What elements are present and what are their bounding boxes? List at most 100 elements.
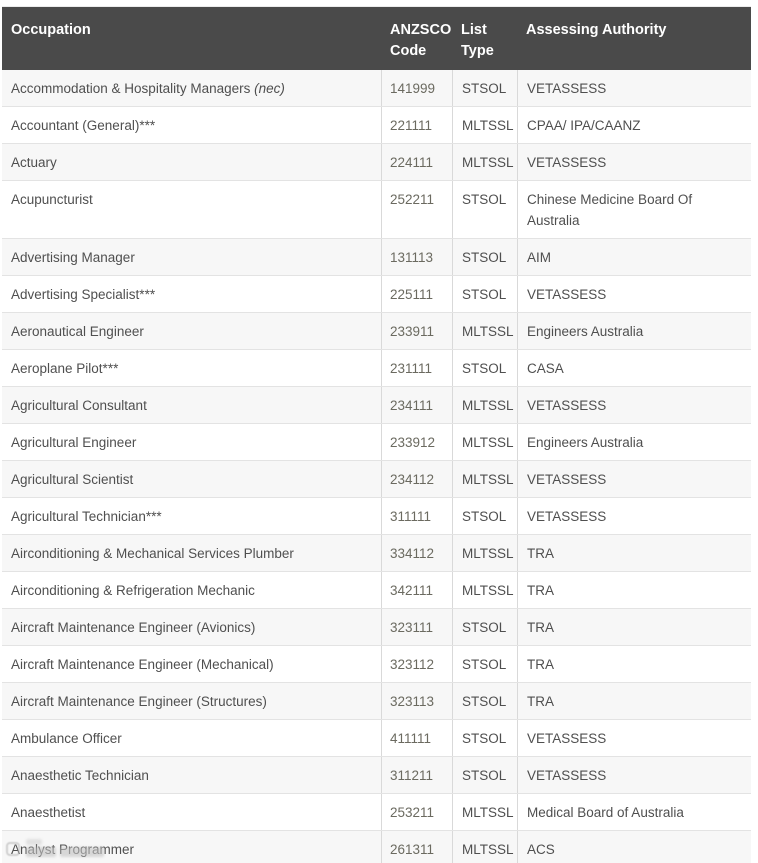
cell-assessing-authority: VETASSESS	[517, 720, 751, 756]
cell-anzsco-code: 224111	[381, 144, 452, 180]
table-row: Ambulance Officer 411111 STSOL VETASSESS	[2, 720, 751, 757]
column-header-anzsco-code: ANZSCO Code	[390, 22, 452, 59]
cell-list-type: STSOL	[452, 498, 517, 534]
cell-anzsco-code: 252211	[381, 181, 452, 238]
cell-occupation: Aeronautical Engineer	[11, 324, 144, 339]
table-row: Acupuncturist 252211 STSOL Chinese Medicine…	[2, 181, 751, 239]
cell-assessing-authority: TRA	[517, 646, 751, 682]
cell-list-type: MLTSSL	[452, 107, 517, 143]
cell-assessing-authority: TRA	[517, 683, 751, 719]
table-row: Aircraft Maintenance Engineer (Avionics)…	[2, 609, 751, 646]
table-row: Advertising Manager 131113 STSOL AIM	[2, 239, 751, 276]
cell-list-type: STSOL	[452, 181, 517, 238]
cell-occupation: Analyst Programmer	[11, 842, 135, 857]
cell-assessing-authority: TRA	[517, 609, 751, 645]
cell-list-type: STSOL	[452, 757, 517, 793]
cell-anzsco-code: 411111	[381, 720, 452, 756]
cell-anzsco-code: 261311	[381, 831, 452, 863]
cell-occupation: Accommodation & Hospitality Managers (ne…	[11, 81, 285, 96]
column-header-list-type: List Type	[461, 22, 494, 59]
cell-occupation: Anaesthetic Technician	[11, 768, 149, 783]
table-row: Agricultural Technician*** 311111 STSOL VET…	[2, 498, 751, 535]
cell-list-type: STSOL	[452, 276, 517, 312]
cell-occupation: Airconditioning & Mechanical Services Pl…	[11, 546, 294, 561]
table-row: Agricultural Consultant 234111 MLTSSL VETAS…	[2, 387, 751, 424]
cell-occupation: Agricultural Consultant	[11, 398, 147, 413]
cell-anzsco-code: 131113	[381, 239, 452, 275]
table-row: Analyst Programmer 261311 MLTSSL ACS	[2, 831, 751, 863]
cell-occupation: Advertising Specialist***	[11, 287, 156, 302]
table-row: Actuary 224111 MLTSSL VETASSESS	[2, 144, 751, 181]
cell-occupation: Acupuncturist	[11, 192, 93, 207]
cell-occupation: Aircraft Maintenance Engineer (Structure…	[11, 694, 267, 709]
cell-list-type: MLTSSL	[452, 831, 517, 863]
table-row: Agricultural Engineer 233912 MLTSSL Enginee…	[2, 424, 751, 461]
cell-anzsco-code: 323112	[381, 646, 452, 682]
cell-anzsco-code: 253211	[381, 794, 452, 830]
cell-anzsco-code: 231111	[381, 350, 452, 386]
cell-assessing-authority: ACS	[517, 831, 751, 863]
cell-occupation: Advertising Manager	[11, 250, 135, 265]
cell-assessing-authority: Medical Board of Australia	[517, 794, 751, 830]
cell-assessing-authority: CPAA/ IPA/CAANZ	[517, 107, 751, 143]
cell-assessing-authority: TRA	[517, 572, 751, 608]
table-row: Airconditioning & Refrigeration Mechanic…	[2, 572, 751, 609]
table-row: Agricultural Scientist 234112 MLTSSL VETASS…	[2, 461, 751, 498]
column-header-occupation: Occupation	[11, 22, 91, 38]
cell-list-type: STSOL	[452, 239, 517, 275]
column-header-assessing-authority: Assessing Authority	[526, 22, 667, 38]
cell-occupation: Actuary	[11, 155, 57, 170]
cell-anzsco-code: 323111	[381, 609, 452, 645]
cell-anzsco-code: 234112	[381, 461, 452, 497]
cell-occupation: Anaesthetist	[11, 805, 86, 820]
cell-assessing-authority: Engineers Australia	[517, 313, 751, 349]
cell-list-type: MLTSSL	[452, 313, 517, 349]
table-row: Aircraft Maintenance Engineer (Structure…	[2, 683, 751, 720]
table-header-row: Occupation ANZSCO Code List Type Assessi…	[2, 7, 751, 70]
table-row: Aircraft Maintenance Engineer (Mechanica…	[2, 646, 751, 683]
cell-list-type: MLTSSL	[452, 144, 517, 180]
cell-list-type: MLTSSL	[452, 424, 517, 460]
cell-anzsco-code: 233912	[381, 424, 452, 460]
cell-occupation: Accountant (General)***	[11, 118, 156, 133]
cell-occupation: Aircraft Maintenance Engineer (Mechanica…	[11, 657, 274, 672]
table-row: Anaesthetic Technician 311211 STSOL VETASSE…	[2, 757, 751, 794]
cell-anzsco-code: 323113	[381, 683, 452, 719]
cell-list-type: MLTSSL	[452, 461, 517, 497]
table-row: Anaesthetist 253211 MLTSSL Medical Board of…	[2, 794, 751, 831]
cell-anzsco-code: 233911	[381, 313, 452, 349]
table-row: Aeroplane Pilot*** 231111 STSOL CASA	[2, 350, 751, 387]
cell-anzsco-code: 221111	[381, 107, 452, 143]
cell-anzsco-code: 311211	[381, 757, 452, 793]
cell-occupation: Aircraft Maintenance Engineer (Avionics)	[11, 620, 256, 635]
cell-assessing-authority: Engineers Australia	[517, 424, 751, 460]
occupation-table: Occupation ANZSCO Code List Type Assessi…	[2, 6, 751, 863]
cell-occupation: Airconditioning & Refrigeration Mechanic	[11, 583, 255, 598]
table-row: Airconditioning & Mechanical Services Pl…	[2, 535, 751, 572]
cell-anzsco-code: 234111	[381, 387, 452, 423]
cell-assessing-authority: VETASSESS	[517, 70, 751, 106]
occupation-note: (nec)	[254, 81, 285, 96]
table-row: Accommodation & Hospitality Managers (ne…	[2, 70, 751, 107]
table-row: Advertising Specialist*** 225111 STSOL VETA…	[2, 276, 751, 313]
cell-list-type: STSOL	[452, 720, 517, 756]
cell-occupation: Agricultural Engineer	[11, 435, 137, 450]
cell-occupation: Aeroplane Pilot***	[11, 361, 119, 376]
cell-anzsco-code: 141999	[381, 70, 452, 106]
cell-anzsco-code: 225111	[381, 276, 452, 312]
cell-anzsco-code: 334112	[381, 535, 452, 571]
cell-anzsco-code: 311111	[381, 498, 452, 534]
cell-assessing-authority: VETASSESS	[517, 757, 751, 793]
cell-assessing-authority: Chinese Medicine Board Of Australia	[517, 181, 751, 238]
cell-assessing-authority: VETASSESS	[517, 461, 751, 497]
cell-assessing-authority: TRA	[517, 535, 751, 571]
cell-list-type: MLTSSL	[452, 535, 517, 571]
cell-assessing-authority: AIM	[517, 239, 751, 275]
cell-assessing-authority: VETASSESS	[517, 498, 751, 534]
cell-occupation: Agricultural Scientist	[11, 472, 134, 487]
cell-list-type: MLTSSL	[452, 572, 517, 608]
cell-assessing-authority: VETASSESS	[517, 276, 751, 312]
cell-list-type: MLTSSL	[452, 794, 517, 830]
cell-assessing-authority: CASA	[517, 350, 751, 386]
